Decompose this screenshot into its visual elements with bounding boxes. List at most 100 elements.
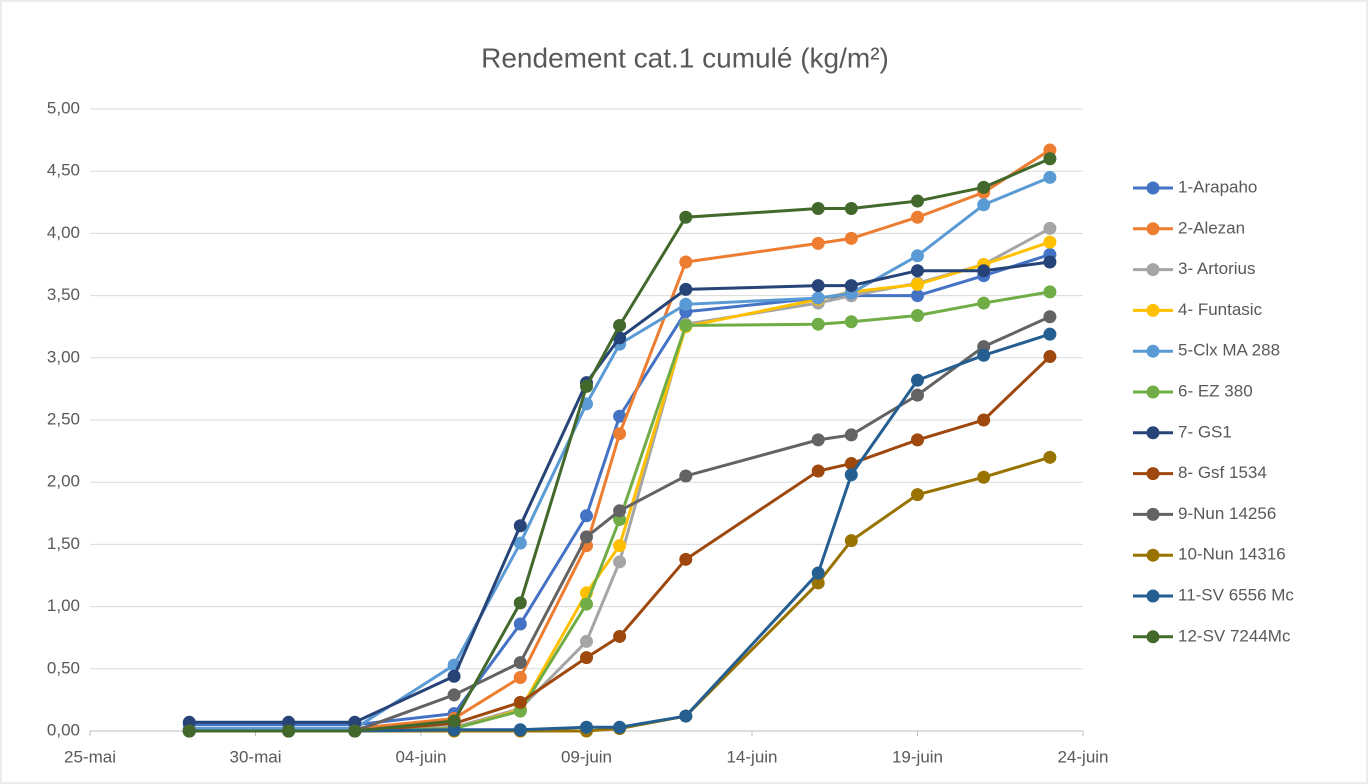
- data-point: [844, 315, 858, 329]
- data-point: [844, 534, 858, 548]
- data-point: [679, 552, 693, 566]
- y-tick-label: 0,50: [47, 658, 80, 677]
- legend-label: 7- GS1: [1178, 422, 1232, 441]
- data-point: [844, 468, 858, 482]
- y-tick-label: 0,00: [47, 720, 80, 739]
- data-point: [513, 536, 527, 550]
- data-point: [911, 388, 924, 402]
- data-point: [1043, 255, 1057, 269]
- data-point: [811, 236, 825, 250]
- data-point: [977, 470, 991, 484]
- legend-marker: [1146, 385, 1160, 399]
- y-tick-label: 2,50: [47, 409, 80, 428]
- legend-label: 12-SV 7244Mc: [1178, 626, 1291, 645]
- data-point: [911, 277, 924, 291]
- x-tick-label: 19-juin: [892, 747, 943, 766]
- legend-marker: [1146, 548, 1160, 562]
- data-point: [977, 264, 991, 278]
- data-point: [911, 488, 924, 502]
- data-point: [977, 413, 991, 427]
- data-point: [977, 180, 991, 194]
- data-point: [811, 566, 825, 580]
- x-tick-label: 14-juin: [726, 747, 777, 766]
- data-point: [977, 198, 991, 212]
- data-point: [513, 656, 527, 670]
- data-point: [679, 297, 693, 311]
- data-point: [811, 291, 825, 305]
- data-point: [513, 519, 527, 533]
- data-point: [911, 249, 924, 263]
- data-point: [1043, 327, 1057, 341]
- legend-label: 8- Gsf 1534: [1178, 463, 1267, 482]
- data-point: [844, 457, 858, 471]
- data-point: [679, 469, 693, 483]
- x-tick-label: 30-mai: [230, 747, 282, 766]
- y-tick-label: 1,00: [47, 596, 80, 615]
- legend-marker: [1146, 222, 1160, 236]
- data-point: [911, 210, 924, 224]
- data-point: [811, 202, 825, 216]
- data-point: [1043, 310, 1057, 324]
- data-point: [679, 210, 693, 224]
- data-point: [679, 255, 693, 269]
- data-point: [977, 296, 991, 310]
- legend-label: 9-Nun 14256: [1178, 504, 1276, 523]
- legend-label: 5-Clx MA 288: [1178, 341, 1280, 360]
- y-tick-label: 4,50: [47, 161, 80, 180]
- data-point: [580, 379, 593, 393]
- data-point: [613, 720, 627, 734]
- legend-label: 3- Artorius: [1178, 259, 1255, 278]
- y-tick-label: 3,50: [47, 285, 80, 304]
- data-point: [513, 723, 527, 737]
- data-point: [447, 714, 461, 728]
- data-point: [1043, 152, 1057, 166]
- data-point: [447, 688, 461, 702]
- legend-marker: [1146, 181, 1160, 195]
- x-tick-label: 25-mai: [64, 747, 116, 766]
- data-point: [1043, 221, 1057, 235]
- data-point: [811, 279, 825, 293]
- data-point: [911, 194, 924, 208]
- data-point: [613, 331, 627, 345]
- data-point: [1043, 170, 1057, 184]
- legend-marker: [1146, 426, 1160, 440]
- legend-label: 10-Nun 14316: [1178, 545, 1286, 564]
- legend-marker: [1146, 589, 1160, 603]
- data-point: [513, 671, 527, 685]
- data-point: [580, 509, 593, 523]
- y-tick-label: 2,00: [47, 472, 80, 491]
- data-point: [911, 289, 924, 303]
- y-tick-label: 3,00: [47, 347, 80, 366]
- data-point: [844, 231, 858, 245]
- legend-marker: [1146, 344, 1160, 358]
- y-tick-label: 5,00: [47, 98, 80, 117]
- legend-label: 4- Funtasic: [1178, 300, 1263, 319]
- data-point: [811, 433, 825, 447]
- chart-title: Rendement cat.1 cumulé (kg/m²): [481, 42, 889, 73]
- data-point: [613, 539, 627, 553]
- data-point: [1043, 350, 1057, 364]
- data-point: [348, 724, 362, 738]
- data-point: [1043, 450, 1057, 464]
- data-point: [580, 720, 593, 734]
- legend-label: 2-Alezan: [1178, 218, 1245, 237]
- x-tick-label: 04-juin: [395, 747, 446, 766]
- data-point: [513, 617, 527, 631]
- data-point: [811, 317, 825, 331]
- data-point: [679, 709, 693, 723]
- data-point: [977, 348, 991, 362]
- data-point: [447, 669, 461, 683]
- legend-marker: [1146, 507, 1160, 521]
- data-point: [613, 504, 627, 518]
- legend-marker: [1146, 467, 1160, 481]
- data-point: [811, 576, 825, 590]
- data-point: [580, 597, 593, 611]
- data-point: [844, 202, 858, 216]
- data-point: [513, 596, 527, 610]
- data-point: [679, 282, 693, 296]
- data-point: [911, 373, 924, 387]
- data-point: [844, 428, 858, 442]
- legend-label: 11-SV 6556 Mc: [1178, 585, 1294, 604]
- data-point: [911, 309, 924, 323]
